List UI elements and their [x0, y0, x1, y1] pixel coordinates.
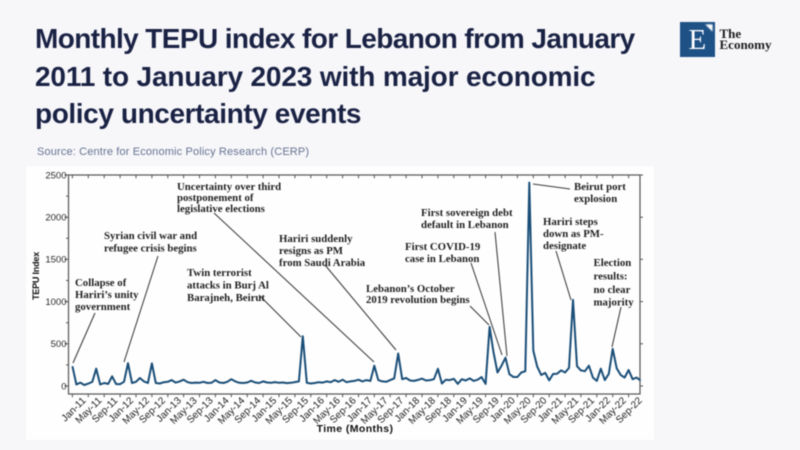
svg-text:First sovereign debt: First sovereign debt: [421, 207, 513, 219]
svg-text:2019 revolution begins: 2019 revolution begins: [366, 294, 470, 306]
svg-text:government: government: [75, 301, 131, 313]
svg-text:2500: 2500: [45, 170, 66, 181]
svg-text:refugee crisis begins: refugee crisis begins: [104, 243, 197, 255]
svg-text:explosion: explosion: [574, 193, 617, 205]
svg-text:Collapse of: Collapse of: [75, 277, 127, 289]
svg-text:Hariri suddenly: Hariri suddenly: [279, 233, 353, 245]
svg-text:Barajneh, Beirut: Barajneh, Beirut: [187, 292, 265, 304]
svg-text:postponement of: postponement of: [177, 192, 254, 204]
svg-text:from Saudi Arabia: from Saudi Arabia: [279, 257, 366, 269]
svg-text:Time (Months): Time (Months): [317, 423, 394, 435]
svg-text:default in Lebanon: default in Lebanon: [421, 219, 509, 231]
svg-text:case in Lebanon: case in Lebanon: [405, 253, 479, 265]
svg-text:First COVID-19: First COVID-19: [405, 241, 481, 253]
svg-text:attacks in Burj Al: attacks in Burj Al: [187, 280, 269, 292]
svg-text:results:: results:: [594, 271, 628, 283]
svg-text:no clear: no clear: [594, 284, 631, 296]
svg-text:down as PM-: down as PM-: [543, 228, 604, 240]
svg-text:TEPU Index: TEPU Index: [31, 252, 41, 300]
svg-text:Syrian civil war and: Syrian civil war and: [104, 230, 197, 242]
svg-text:Uncertainty over third: Uncertainty over third: [177, 181, 281, 193]
svg-text:resigns as PM: resigns as PM: [279, 245, 343, 257]
svg-text:legislative elections: legislative elections: [177, 203, 265, 215]
svg-text:Election: Election: [594, 257, 632, 269]
svg-text:Lebanon’s October: Lebanon’s October: [366, 283, 455, 295]
svg-text:500: 500: [51, 339, 67, 350]
svg-text:2000: 2000: [45, 213, 66, 224]
svg-text:Hariri’s unity: Hariri’s unity: [75, 289, 139, 301]
svg-text:0: 0: [61, 381, 66, 392]
svg-text:designate: designate: [543, 240, 586, 252]
svg-text:1000: 1000: [45, 297, 66, 308]
svg-text:Beirut port: Beirut port: [574, 181, 626, 193]
svg-text:1500: 1500: [45, 255, 66, 266]
svg-text:majority: majority: [594, 297, 635, 309]
svg-text:Twin terrorist: Twin terrorist: [187, 267, 252, 279]
svg-text:Hariri steps: Hariri steps: [543, 216, 598, 228]
